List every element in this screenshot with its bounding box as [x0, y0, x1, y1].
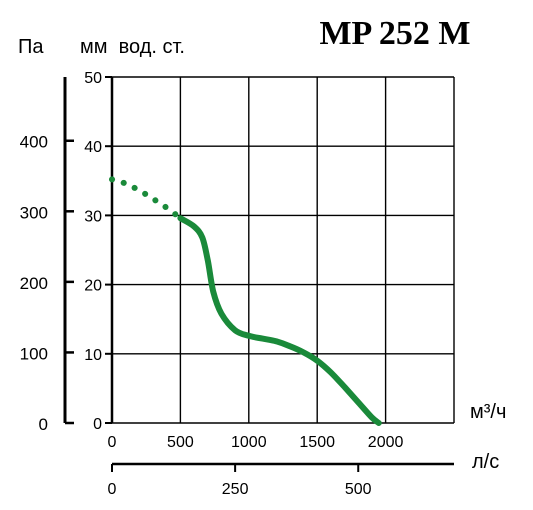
x-tick-label: 1000	[231, 434, 267, 451]
chart-title: MP 252 M	[319, 15, 470, 52]
pa-tick-label: 400	[20, 133, 48, 152]
pressure-curve-dotted	[109, 176, 184, 222]
mm-tick-label: 30	[84, 208, 102, 225]
mm-tick-label: 40	[84, 139, 102, 156]
chart-axes	[63, 76, 454, 472]
flow-m3h-unit-label: м³/ч	[470, 401, 506, 423]
mm-tick-label: 20	[84, 278, 102, 295]
ls-tick-label: 0	[108, 481, 117, 498]
x-tick-label: 500	[167, 434, 194, 451]
ls-tick-label: 500	[345, 481, 372, 498]
pa-unit-label: Па	[18, 36, 44, 58]
pa-tick-label: 0	[39, 415, 48, 434]
mm-tick-label: 50	[84, 70, 102, 87]
mm-tick-label: 10	[84, 347, 102, 364]
x-tick-label: 1500	[299, 434, 335, 451]
pa-tick-label: 100	[20, 344, 48, 363]
flow-ls-unit-label: л/с	[472, 451, 499, 473]
x-tick-label: 2000	[368, 434, 404, 451]
pressure-curve-solid	[177, 215, 382, 426]
x-tick-label: 0	[108, 434, 117, 451]
ls-tick-label: 250	[222, 481, 249, 498]
chart-series	[109, 176, 382, 426]
mm-unit-label: мм вод. ст.	[80, 36, 185, 58]
pa-tick-label: 300	[20, 203, 48, 222]
pa-tick-label: 200	[20, 274, 48, 293]
mm-tick-label: 0	[93, 416, 102, 433]
chart-grid	[111, 76, 455, 424]
